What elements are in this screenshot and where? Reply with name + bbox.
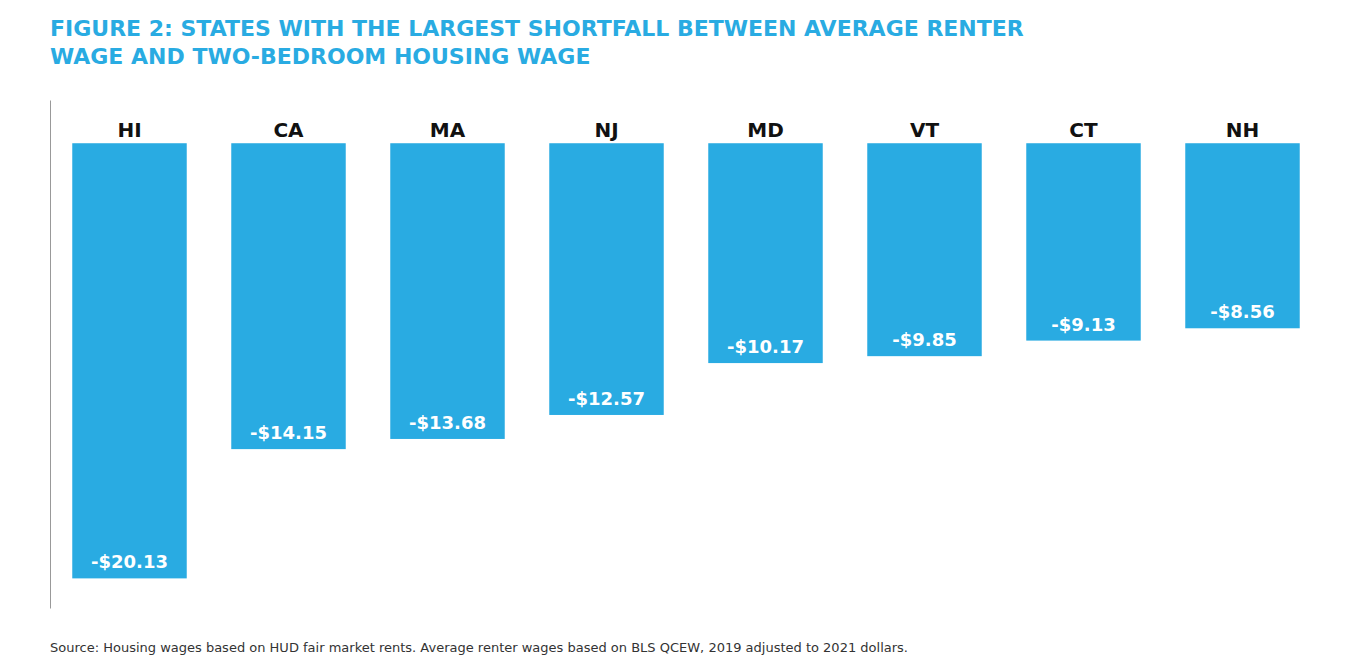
data-label: -$13.68 <box>409 412 486 433</box>
category-label: NH <box>1226 118 1259 142</box>
chart: FIGURE 2: STATES WITH THE LARGEST SHORTF… <box>0 0 1352 668</box>
labels: -$20.13 -$14.15 -$13.68 -$12.57 -$10.17 -$9.8… <box>91 118 1275 572</box>
category-label: VT <box>910 118 939 142</box>
data-label: -$8.56 <box>1210 301 1274 322</box>
title: FIGURE 2: STATES WITH THE LARGEST SHORTF… <box>50 16 1024 69</box>
data-label: -$20.13 <box>91 551 168 572</box>
title-line: WAGE AND TWO-BEDROOM HOUSING WAGE <box>50 44 590 69</box>
category-label: NJ <box>594 118 618 142</box>
data-label: -$14.15 <box>250 422 327 443</box>
bar <box>1185 143 1299 328</box>
bar <box>867 143 981 356</box>
bar <box>549 143 663 415</box>
category-label: CT <box>1069 118 1098 142</box>
bar <box>72 143 186 578</box>
bar <box>231 143 345 449</box>
annotation: Source: Housing wages based on HUD fair … <box>50 640 908 655</box>
category-label: MA <box>430 118 466 142</box>
category-label: CA <box>273 118 304 142</box>
title-line: FIGURE 2: STATES WITH THE LARGEST SHORTF… <box>50 16 1024 41</box>
y-axis-line <box>50 101 51 609</box>
bars <box>72 143 1299 578</box>
bar <box>390 143 504 439</box>
y-axis <box>50 101 51 609</box>
bar <box>708 143 822 363</box>
category-label: MD <box>747 118 784 142</box>
data-label: -$12.57 <box>568 388 645 409</box>
data-label: -$9.13 <box>1051 314 1115 335</box>
plot: -$20.13 -$14.15 -$13.68 -$12.57 -$10.17 -$9.8… <box>51 101 1300 609</box>
category-label: HI <box>117 118 141 142</box>
data-label: -$10.17 <box>727 336 804 357</box>
data-label: -$9.85 <box>892 329 956 350</box>
bar <box>1026 143 1140 340</box>
